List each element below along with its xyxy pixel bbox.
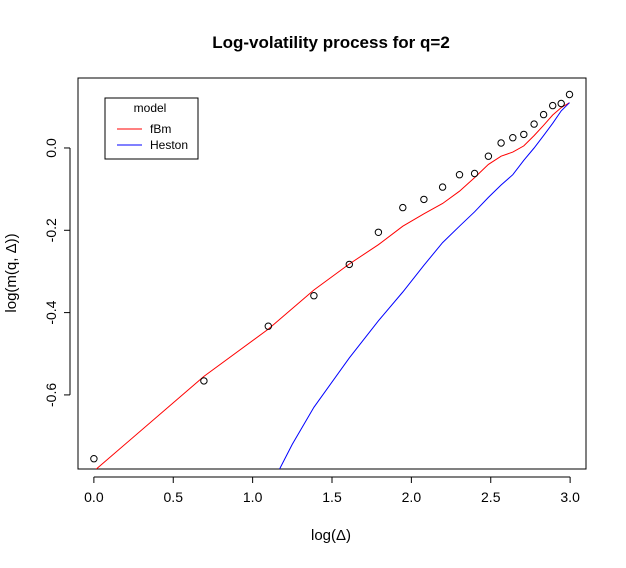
data-point — [470, 169, 479, 178]
data-point — [539, 110, 548, 119]
x-axis: 0.0 0.5 1.0 1.5 2.0 2.5 3.0 — [84, 476, 580, 505]
x-axis-label: log(Δ) — [311, 527, 351, 544]
data-point — [455, 171, 464, 179]
y-tick-label: -0.4 — [43, 300, 59, 324]
data-point — [420, 195, 428, 204]
legend-title: model — [134, 101, 167, 115]
legend-label-heston: Heston — [150, 138, 188, 152]
data-point — [438, 183, 447, 191]
x-tick-label: 2.5 — [481, 489, 501, 505]
data-point — [565, 90, 574, 99]
data-point — [549, 101, 557, 110]
data-point — [509, 134, 517, 142]
data-point — [484, 152, 493, 160]
series-line-fbm — [95, 102, 570, 469]
x-tick-label: 1.0 — [243, 489, 263, 505]
plot-frame — [77, 77, 587, 470]
legend-label-fbm: fBm — [150, 122, 171, 136]
y-axis-label: log(m(q, Δ)) — [3, 233, 20, 312]
y-tick-label: -0.6 — [43, 383, 59, 407]
data-point — [200, 377, 208, 385]
legend: model fBm Heston — [104, 97, 199, 160]
data-point — [530, 120, 538, 128]
series-layer — [95, 102, 570, 469]
x-tick-label: 0.0 — [84, 489, 104, 505]
data-point — [374, 228, 383, 237]
series-line-heston — [279, 102, 570, 469]
y-axis: -0.6 -0.4 -0.2 0.0 — [43, 138, 71, 407]
x-tick-label: 0.5 — [164, 489, 184, 505]
data-point — [557, 99, 565, 108]
data-point — [264, 322, 272, 330]
data-point — [90, 455, 98, 463]
data-point — [399, 203, 407, 212]
chart-title: Log-volatility process for q=2 — [212, 33, 450, 52]
data-point — [497, 139, 505, 147]
data-point — [520, 130, 528, 139]
data-point — [310, 292, 318, 300]
points-layer — [90, 90, 574, 463]
x-tick-label: 2.0 — [402, 489, 422, 505]
x-tick-label: 3.0 — [560, 489, 580, 505]
y-tick-label: -0.2 — [43, 218, 59, 242]
y-tick-label: 0.0 — [43, 138, 59, 158]
x-tick-label: 1.5 — [322, 489, 342, 505]
data-point — [345, 260, 353, 269]
